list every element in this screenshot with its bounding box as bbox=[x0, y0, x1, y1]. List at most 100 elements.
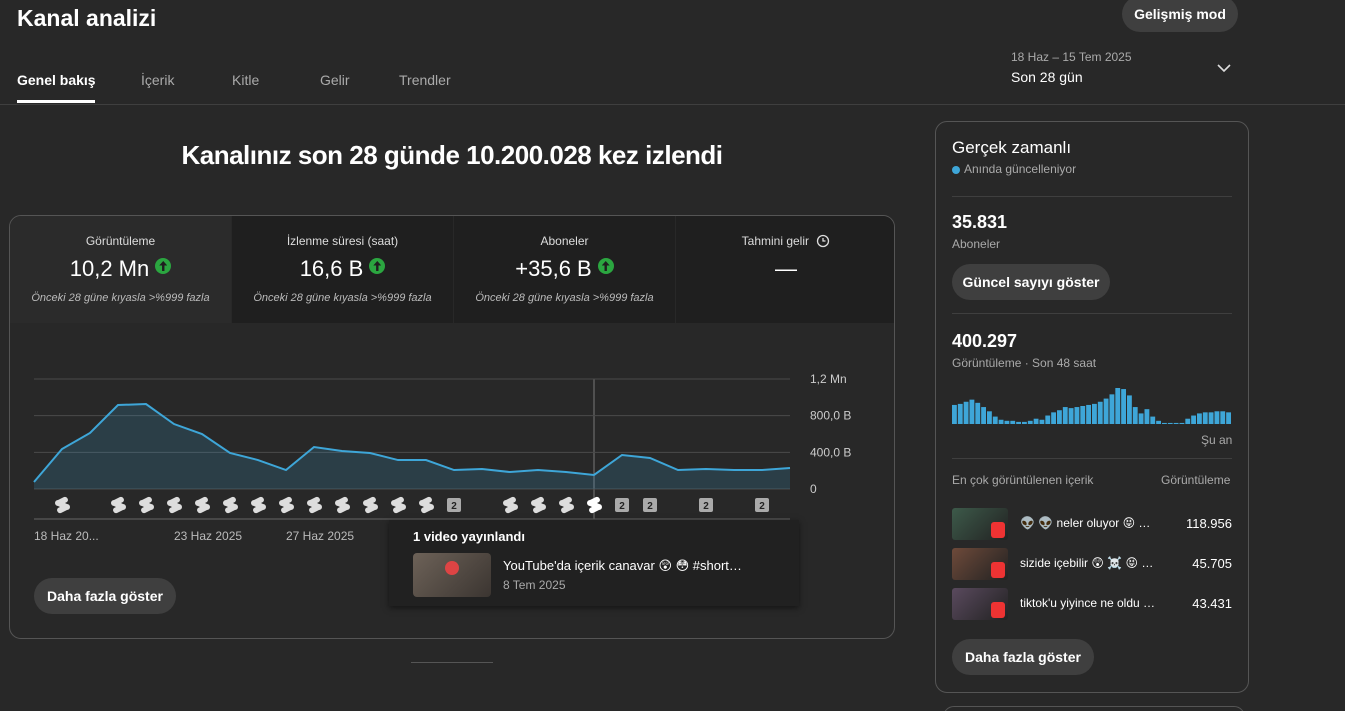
hourly-bar bbox=[1103, 398, 1109, 424]
content-title[interactable]: sizide içebilir 😲 ☠️ 😝 … bbox=[1020, 556, 1154, 570]
next-card bbox=[943, 706, 1245, 711]
hourly-bar bbox=[987, 411, 992, 424]
hourly-bar bbox=[992, 416, 998, 424]
advanced-mode-button[interactable]: Gelişmiş mod bbox=[1122, 0, 1238, 32]
upload-count-box bbox=[643, 498, 657, 512]
hourly-bar bbox=[1132, 407, 1138, 424]
hourly-bar bbox=[1051, 412, 1056, 424]
hourly-bar bbox=[1220, 411, 1226, 424]
dropdown-chevron[interactable] bbox=[1216, 62, 1232, 74]
tab[interactable]: Gelir bbox=[320, 72, 350, 88]
metric-label: İzlenme süresi (saat) bbox=[286, 234, 399, 248]
y-tick-label: 800,0 B bbox=[810, 409, 851, 423]
metric-comparison: Önceki 28 güne kıyasla >%999 fazla bbox=[253, 292, 432, 304]
hourly-bar bbox=[1208, 412, 1214, 424]
hourly-bar bbox=[1022, 421, 1027, 424]
hourly-bar bbox=[1004, 420, 1010, 424]
hourly-bar bbox=[1150, 416, 1156, 424]
hourly-bar bbox=[1185, 418, 1191, 424]
upload-count: 2 bbox=[703, 501, 709, 512]
more-button[interactable]: Daha fazla göster bbox=[952, 639, 1094, 675]
content-title[interactable]: tiktok'u yiyince ne oldu … bbox=[1020, 596, 1156, 610]
views-count: 400.297 bbox=[952, 331, 1018, 351]
top-views-label: Görüntüleme bbox=[1161, 473, 1231, 487]
metric-card[interactable]: Aboneler +35,6 B Önceki 28 güne kıyasla … bbox=[454, 216, 675, 323]
hourly-bar bbox=[1121, 389, 1126, 424]
upload-icon bbox=[587, 496, 602, 514]
hourly-bar bbox=[1144, 409, 1150, 424]
upload-icon bbox=[279, 496, 294, 514]
hourly-bar bbox=[1173, 422, 1179, 424]
metric-value: — bbox=[775, 256, 797, 281]
shorts-badge bbox=[991, 522, 1005, 538]
hourly-bar bbox=[1162, 422, 1167, 424]
period[interactable]: Son 28 gün bbox=[1011, 69, 1083, 85]
tab[interactable]: Trendler bbox=[399, 72, 451, 88]
upload-icon bbox=[419, 496, 434, 514]
up-icon bbox=[369, 258, 386, 274]
y-tick-label: 400,0 B bbox=[810, 445, 851, 459]
upload-icon bbox=[503, 496, 518, 514]
upload-count: 2 bbox=[759, 501, 765, 512]
hourly-bar bbox=[1109, 394, 1115, 424]
shorts-icon bbox=[419, 496, 434, 514]
hourly-bar bbox=[1016, 421, 1021, 424]
upload-count: 2 bbox=[451, 501, 457, 512]
metric-card[interactable]: Tahmini gelir — bbox=[676, 216, 894, 323]
upload-icon bbox=[139, 496, 154, 514]
hourly-bar bbox=[1092, 403, 1097, 424]
metric-card[interactable]: Görüntüleme 10,2 Mn Önceki 28 güne kıyas… bbox=[10, 216, 231, 323]
content-views[interactable]: 43.431 bbox=[1192, 596, 1232, 611]
hourly-bar bbox=[975, 402, 981, 424]
hourly-bar bbox=[1202, 412, 1208, 424]
more-button[interactable]: Daha fazla göster bbox=[34, 578, 176, 614]
hourly-bar bbox=[1179, 422, 1185, 424]
upload-count-box bbox=[755, 498, 769, 512]
x-tick-label: 27 Haz 2025 bbox=[286, 529, 354, 543]
hourly-bar bbox=[952, 404, 957, 424]
hourly-bar bbox=[1039, 419, 1045, 424]
shorts-icon bbox=[335, 496, 350, 514]
hourly-bar bbox=[1115, 388, 1121, 424]
metric-label: Aboneler bbox=[540, 234, 589, 248]
upload-count-box bbox=[615, 498, 629, 512]
shorts-icon bbox=[223, 496, 238, 514]
upload-icon bbox=[55, 496, 70, 514]
upload-icon bbox=[167, 496, 182, 514]
shorts-icon bbox=[391, 496, 406, 514]
content-title[interactable]: 👽 👽 neler oluyor 😝 … bbox=[1020, 516, 1151, 530]
upload-count-box bbox=[447, 498, 461, 512]
content-views[interactable]: 45.705 bbox=[1192, 556, 1232, 571]
hourly-bar bbox=[1074, 407, 1080, 424]
content-views[interactable]: 118.956 bbox=[1185, 516, 1232, 531]
hourly-bar bbox=[1167, 422, 1173, 424]
current-count-button[interactable]: Güncel sayıyı göster bbox=[952, 264, 1110, 300]
hourly-bar bbox=[1033, 418, 1039, 424]
hourly-bar bbox=[969, 399, 975, 424]
hourly-bar bbox=[1097, 401, 1103, 424]
hourly-bar bbox=[1127, 395, 1132, 424]
divider bbox=[0, 104, 1345, 105]
realtime-card bbox=[935, 121, 1249, 693]
date-range[interactable]: 18 Haz – 15 Tem 2025 bbox=[1011, 50, 1132, 64]
thumb-detail bbox=[445, 561, 459, 575]
video-title: YouTube'da içerik canavar 😲 😳 #short… bbox=[503, 558, 742, 573]
up-icon bbox=[155, 258, 172, 274]
hourly-bar bbox=[1062, 407, 1068, 424]
hourly-bar bbox=[1197, 413, 1202, 424]
tab[interactable]: Genel bakış bbox=[17, 72, 96, 88]
realtime-title: Gerçek zamanlı bbox=[952, 138, 1072, 157]
hourly-bar bbox=[1057, 410, 1062, 424]
hourly-bar bbox=[957, 403, 963, 424]
metric-card[interactable]: İzlenme süresi (saat) 16,6 B Önceki 28 g… bbox=[232, 216, 453, 323]
tooltip-title: 1 video yayınlandı bbox=[413, 529, 525, 544]
tab[interactable]: İçerik bbox=[141, 72, 175, 88]
y-tick-label: 1,2 Mn bbox=[810, 372, 847, 386]
tab[interactable]: Kitle bbox=[232, 72, 260, 88]
upload-icon bbox=[391, 496, 406, 514]
metric-value: 16,6 B bbox=[299, 256, 364, 281]
up-icon bbox=[597, 258, 614, 274]
